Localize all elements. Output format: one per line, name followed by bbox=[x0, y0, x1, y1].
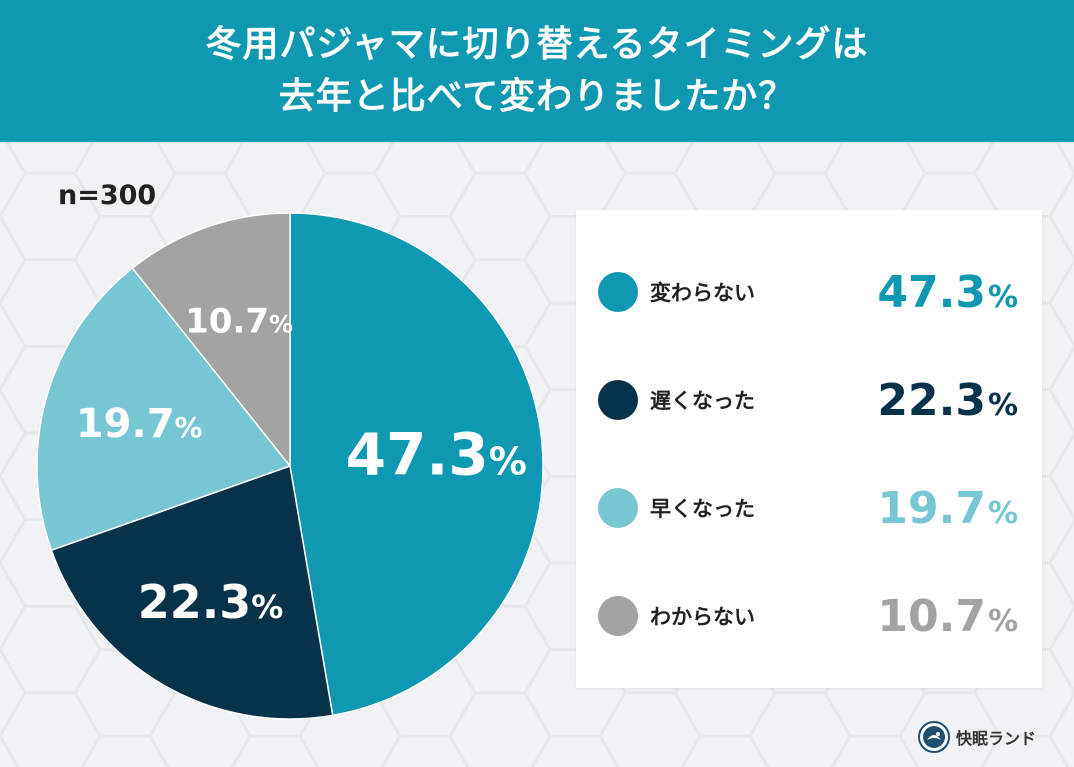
title-line-1: 冬用パジャマに切り替えるタイミングは bbox=[205, 24, 869, 65]
legend-box: 変わらない 47.3% 遅くなった 22.3% 早くなった 19.7% わからない 10.7% bbox=[576, 210, 1042, 688]
legend-swatch bbox=[598, 380, 638, 420]
pie-label-1: 47.3% bbox=[346, 420, 527, 488]
legend-label: 遅くなった bbox=[650, 389, 755, 413]
legend-item-4: わからない 10.7% bbox=[598, 586, 1018, 646]
legend-label: 変わらない bbox=[650, 281, 755, 305]
pie-slice-3 bbox=[36, 267, 292, 552]
legend-label: 早くなった bbox=[650, 497, 755, 521]
legend-swatch bbox=[598, 272, 638, 312]
sample-size: n=300 bbox=[58, 180, 157, 211]
legend-value: 19.7% bbox=[877, 482, 1018, 534]
legend-swatch bbox=[598, 596, 638, 636]
legend-value: 47.3% bbox=[877, 266, 1018, 318]
pie-label-2: 22.3% bbox=[138, 575, 284, 629]
pie-slice-4 bbox=[131, 212, 291, 469]
legend-label: わからない bbox=[650, 605, 755, 629]
pie-slice-1 bbox=[289, 212, 544, 717]
pie-label-4: 10.7% bbox=[185, 302, 293, 342]
pie-chart: 47.3% 22.3% 19.7% 10.7% bbox=[36, 212, 544, 720]
kaimin-land-logo-icon bbox=[918, 721, 950, 753]
brand-name: 快眠ランド bbox=[956, 729, 1037, 748]
legend-item-3: 早くなった 19.7% bbox=[598, 478, 1018, 538]
header-banner: 冬用パジャマに切り替えるタイミングは 去年と比べて変わりましたか？ bbox=[0, 0, 1074, 142]
pie-slice-2 bbox=[50, 464, 334, 720]
legend-item-1: 変わらない 47.3% bbox=[598, 262, 1018, 322]
title-line-2: 去年と比べて変わりましたか？ bbox=[278, 76, 796, 117]
legend-value: 10.7% bbox=[877, 590, 1018, 642]
legend-item-2: 遅くなった 22.3% bbox=[598, 370, 1018, 430]
legend-value: 22.3% bbox=[877, 374, 1018, 426]
brand: 快眠ランド bbox=[918, 721, 1036, 753]
legend-swatch bbox=[598, 488, 638, 528]
pie-label-3: 19.7% bbox=[76, 401, 203, 447]
